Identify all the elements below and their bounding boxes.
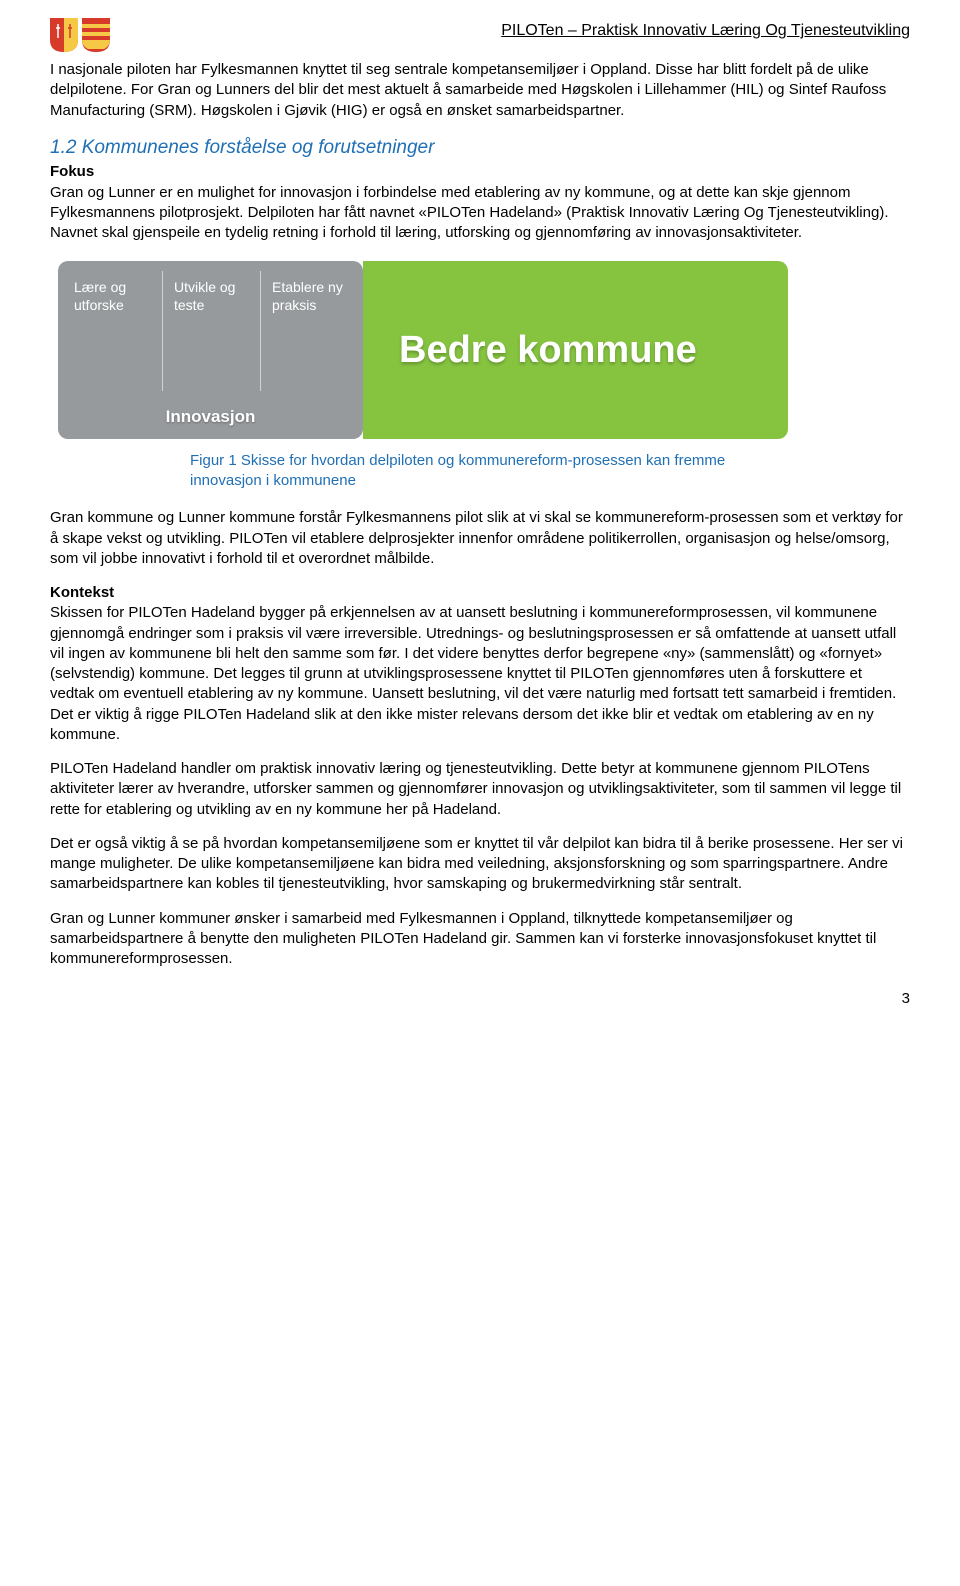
diagram-grey-panel: Lære og utforske Utvikle og teste Etable… — [58, 261, 363, 439]
diagram-divider — [162, 271, 163, 391]
kontekst-paragraph: Kontekst Skissen for PILOTen Hadeland by… — [50, 583, 910, 745]
coat-of-arms-group — [50, 18, 110, 52]
running-header: PILOTen – Praktisk Innovativ Læring Og T… — [110, 18, 910, 42]
diagram-green-label: Bedre kommune — [399, 325, 697, 376]
paragraph-5: Gran og Lunner kommuner ønsker i samarbe… — [50, 909, 910, 970]
diagram-green-panel: Bedre kommune — [363, 261, 788, 439]
diagram-divider — [260, 271, 261, 391]
paragraph-3: PILOTen Hadeland handler om praktisk inn… — [50, 759, 910, 820]
page-header: PILOTen – Praktisk Innovativ Læring Og T… — [50, 18, 910, 52]
paragraph-after-figure: Gran kommune og Lunner kommune forstår F… — [50, 508, 910, 569]
kontekst-text: Skissen for PILOTen Hadeland bygger på e… — [50, 604, 896, 743]
fokus-paragraph: Fokus Gran og Lunner er en mulighet for … — [50, 162, 910, 243]
document-page: PILOTen – Praktisk Innovativ Læring Og T… — [0, 0, 960, 1040]
diagram-container: Bedre kommune Lære og utforske Utvikle o… — [50, 261, 910, 490]
fokus-text: Gran og Lunner er en mulighet for innova… — [50, 184, 889, 242]
shield-icon — [50, 18, 78, 52]
paragraph-4: Det er også viktig å se på hvordan kompe… — [50, 834, 910, 895]
diagram-footer-label: Innovasjon — [58, 406, 363, 429]
intro-paragraph: I nasjonale piloten har Fylkesmannen kny… — [50, 60, 910, 121]
diagram-cell-1: Lære og utforske — [74, 279, 160, 314]
page-number: 3 — [50, 989, 910, 1009]
innovation-diagram: Bedre kommune Lære og utforske Utvikle o… — [58, 261, 788, 439]
body-text: I nasjonale piloten har Fylkesmannen kny… — [50, 60, 910, 969]
diagram-cell-3: Etablere ny praksis — [272, 279, 358, 314]
section-heading: 1.2 Kommunenes forståelse og forutsetnin… — [50, 135, 910, 161]
figure-caption: Figur 1 Skisse for hvordan delpiloten og… — [190, 451, 750, 490]
fokus-label: Fokus — [50, 163, 94, 180]
kontekst-label: Kontekst — [50, 584, 114, 601]
shield-icon — [82, 18, 110, 52]
diagram-cell-2: Utvikle og teste — [174, 279, 260, 314]
